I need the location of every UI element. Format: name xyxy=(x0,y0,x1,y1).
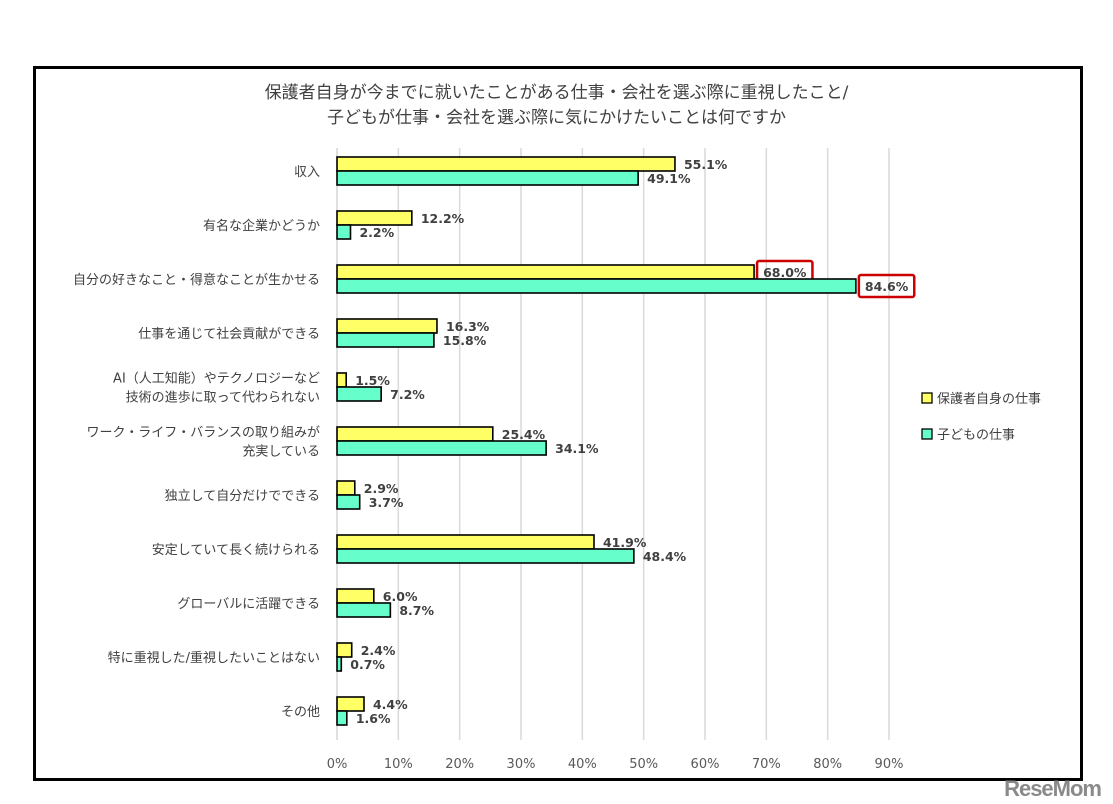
bar-child xyxy=(336,494,361,510)
data-label: 68.0% xyxy=(763,265,807,280)
x-tick-label: 50% xyxy=(629,757,658,772)
data-label: 8.7% xyxy=(399,603,434,618)
data-label: 7.2% xyxy=(390,387,425,402)
data-label: 1.6% xyxy=(356,711,391,726)
data-label: 2.4% xyxy=(361,643,396,658)
category-label: グローバルに活躍できる xyxy=(177,597,320,612)
category-label: 独立して自分だけでできる xyxy=(165,489,320,504)
bar-parent xyxy=(336,426,494,442)
data-label: 25.4% xyxy=(502,427,546,442)
category-label: 技術の進歩に取って代わられない xyxy=(126,391,320,406)
x-tick-label: 30% xyxy=(507,757,536,772)
bar-child xyxy=(336,602,392,618)
data-label: 12.2% xyxy=(421,211,465,226)
data-label: 4.4% xyxy=(373,697,408,712)
data-label: 1.5% xyxy=(355,373,390,388)
chart-frame xyxy=(33,66,1083,781)
resemom-logo: ReseMom xyxy=(1004,776,1102,801)
legend-label: 子どもの仕事 xyxy=(937,428,1015,443)
x-tick-label: 80% xyxy=(813,757,842,772)
bar-parent xyxy=(336,264,755,280)
data-label: 34.1% xyxy=(555,441,599,456)
bar-parent xyxy=(336,210,413,226)
bar-child xyxy=(336,278,857,294)
x-tick-label: 40% xyxy=(568,757,597,772)
bar-parent xyxy=(336,534,595,550)
x-tick-label: 0% xyxy=(327,757,348,772)
bar-child xyxy=(336,386,382,402)
data-label: 2.9% xyxy=(364,481,399,496)
bar-parent xyxy=(336,588,375,604)
bar-parent xyxy=(336,318,438,334)
data-label: 55.1% xyxy=(684,157,728,172)
data-label: 3.7% xyxy=(369,495,404,510)
bar-child xyxy=(336,548,635,564)
x-tick-label: 70% xyxy=(752,757,781,772)
data-label: 2.2% xyxy=(359,225,394,240)
data-label: 41.9% xyxy=(603,535,647,550)
data-label: 15.8% xyxy=(443,333,487,348)
bar-child xyxy=(336,332,435,348)
category-label: 収入 xyxy=(294,165,320,180)
bar-child xyxy=(336,710,348,726)
chart-title-line-1: 保護者自身が今までに就いたことがある仕事・会社を選ぶ際に重視したこと/ xyxy=(264,83,849,103)
bar-parent xyxy=(336,642,353,658)
category-label: 仕事を通じて社会貢献ができる xyxy=(138,326,320,342)
data-label: 48.4% xyxy=(643,549,687,564)
category-label: 充実している xyxy=(242,444,320,460)
data-label: 16.3% xyxy=(446,319,490,334)
legend-swatch xyxy=(921,428,933,440)
bar-child xyxy=(336,440,547,456)
x-tick-label: 90% xyxy=(875,757,904,772)
bar-child xyxy=(336,224,352,240)
x-tick-label: 60% xyxy=(691,757,720,772)
category-label: 有名な企業かどうか xyxy=(203,218,320,234)
category-label: その他 xyxy=(281,705,320,720)
bar-parent xyxy=(336,480,356,496)
chart-title-line-2: 子どもが仕事・会社を選ぶ際に気にかけたいことは何ですか xyxy=(327,108,786,128)
bar-child xyxy=(336,170,639,186)
highlight-box xyxy=(857,273,916,299)
data-label: 49.1% xyxy=(647,171,691,186)
bar-parent xyxy=(336,696,365,712)
x-tick-label: 10% xyxy=(384,757,413,772)
bar-parent xyxy=(336,372,347,388)
data-label: 84.6% xyxy=(865,279,909,294)
category-label: 安定していて長く続けられる xyxy=(152,543,320,558)
legend-label: 保護者自身の仕事 xyxy=(937,391,1041,407)
category-label: 特に重視した/重視したいことはない xyxy=(108,650,320,666)
bar-child xyxy=(336,656,343,672)
category-label: 自分の好きなこと・得意なことが生かせる xyxy=(73,272,320,288)
category-label: ワーク・ライフ・バランスの取り組みが xyxy=(87,426,320,441)
category-label: AI（人工知能）やテクノロジーなど xyxy=(113,371,320,387)
x-tick-label: 20% xyxy=(445,757,474,772)
bar-parent xyxy=(336,156,676,172)
legend-swatch xyxy=(921,392,933,404)
data-label: 0.7% xyxy=(350,657,385,672)
data-label: 6.0% xyxy=(383,589,418,604)
